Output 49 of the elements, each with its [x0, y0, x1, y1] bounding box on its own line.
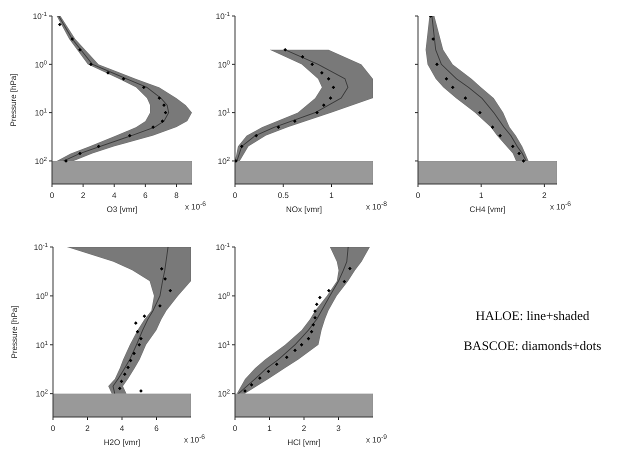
text: BASCOE: diamonds+dots	[462, 338, 602, 354]
x-axis-title: H2O [vmr]	[104, 438, 140, 447]
text: x 10$^{-9}$	[366, 434, 387, 445]
y-tick-label: 10$^{0}$	[36, 290, 49, 301]
y-tick-label: 10$^{-1}$	[216, 11, 231, 21]
x-tick-label: 0	[416, 191, 421, 200]
y-axis-title: Pressure [hPa]	[10, 306, 19, 358]
text: x 10$^{-6}$	[184, 201, 206, 212]
y-tick-label: 10$^{-1}$	[32, 11, 48, 21]
x-tick-label: 2	[302, 424, 307, 433]
y-tick-label: 10$^{-1}$	[34, 242, 49, 252]
x-axis-title: HCl [vmr]	[287, 438, 321, 447]
x-tick-label: 6	[143, 191, 148, 200]
y-tick-label: 10$^{2}$	[36, 388, 49, 399]
x-axis-title: CH4 [vmr]	[470, 205, 506, 214]
y-axis-title: Pressure [hPa]	[9, 74, 18, 126]
x-tick-label: 0	[232, 191, 238, 200]
y-tick-label: 10$^{-1}$	[216, 242, 231, 252]
text: x 10$^{-8}$	[366, 201, 387, 212]
x-tick-label: 2	[542, 191, 548, 200]
x-tick-label: 3	[336, 424, 342, 433]
x-tick-label: 6	[154, 424, 160, 433]
y-tick-label: 10$^{1}$	[218, 108, 231, 118]
x-tick-label: 2	[80, 191, 86, 200]
x-tick-label: 1	[329, 191, 334, 200]
x-axis-title: NOx [vmr]	[286, 205, 322, 214]
y-tick-label: 10$^{1}$	[218, 340, 231, 350]
y-tick-label: 10$^{0}$	[218, 290, 231, 301]
y-tick-label: 10$^{2}$	[34, 156, 48, 166]
x-tick-label: 8	[174, 191, 180, 200]
y-tick-label: 10$^{0}$	[218, 59, 231, 70]
x-tick-label: 1	[478, 191, 484, 200]
y-tick-label: 10$^{2}$	[218, 156, 231, 166]
y-tick-label: 10$^{2}$	[218, 388, 231, 399]
y-tick-label: 10$^{1}$	[36, 340, 49, 350]
x-tick-label: 0	[232, 424, 238, 433]
y-tick-label: 10$^{1}$	[34, 108, 48, 118]
x-tick-label: 1	[267, 424, 272, 433]
text: x 10$^{-6}$	[550, 201, 571, 212]
x-tick-label: 0.5	[278, 191, 290, 200]
text: HALOE: line+shaded	[474, 308, 590, 324]
x-axis-title: O3 [vmr]	[106, 205, 138, 214]
y-tick-label: 10$^{0}$	[34, 59, 48, 70]
x-tick-label: 2	[85, 424, 90, 433]
x-tick-label: 4	[112, 191, 117, 200]
x-tick-label: 0	[50, 191, 55, 200]
x-tick-label: 0	[50, 424, 56, 433]
x-tick-label: 4	[120, 424, 125, 433]
text: x 10$^{-6}$	[184, 434, 205, 445]
